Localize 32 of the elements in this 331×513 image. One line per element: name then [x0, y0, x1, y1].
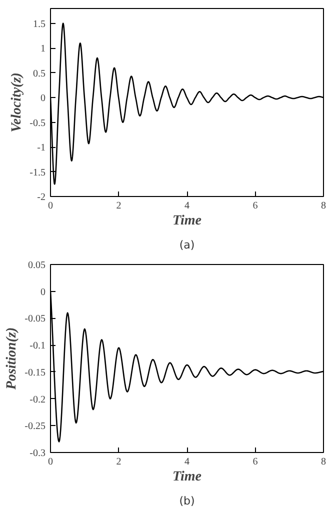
y-tick-label: -0.05	[24, 314, 46, 325]
y-tick-label: 1.5	[33, 18, 46, 30]
y-tick-label: -1	[37, 142, 46, 154]
y-tick-label: -0.25	[24, 421, 46, 432]
y-tick-label: -0.1	[30, 340, 46, 352]
y-tick-label: 1	[40, 44, 46, 55]
y-tick-label: 0.5	[33, 68, 46, 80]
y-axis-title: Velocity(z)	[10, 72, 25, 132]
text: (b)	[179, 494, 195, 508]
x-tick-label: 4	[184, 456, 190, 468]
text: (a)	[179, 238, 195, 252]
y-tick-label: 0	[40, 93, 46, 104]
x-tick-label: 2	[116, 456, 122, 468]
x-tick-label: 8	[321, 456, 326, 468]
y-tick-label: -0.3	[30, 448, 46, 459]
x-tick-label: 6	[252, 456, 258, 468]
x-tick-label: 0	[48, 200, 53, 212]
x-axis-title: Time	[172, 214, 202, 228]
y-axis-title: Position(z)	[4, 327, 20, 390]
x-tick-label: 8	[321, 200, 326, 212]
x-axis-title: Time	[172, 470, 202, 484]
y-tick-label: -0.2	[30, 394, 46, 406]
x-tick-label: 6	[252, 200, 258, 212]
y-tick-label: -1.5	[30, 167, 46, 178]
y-tick-label: -2	[37, 192, 46, 203]
x-tick-label: 2	[116, 200, 122, 212]
y-tick-label: 0	[40, 286, 46, 298]
y-tick-label: 0.05	[28, 260, 46, 271]
y-tick-label: -0.5	[30, 118, 46, 129]
y-tick-label: -0.15	[24, 367, 46, 378]
x-tick-label: 4	[184, 200, 190, 212]
x-tick-label: 0	[48, 456, 53, 468]
